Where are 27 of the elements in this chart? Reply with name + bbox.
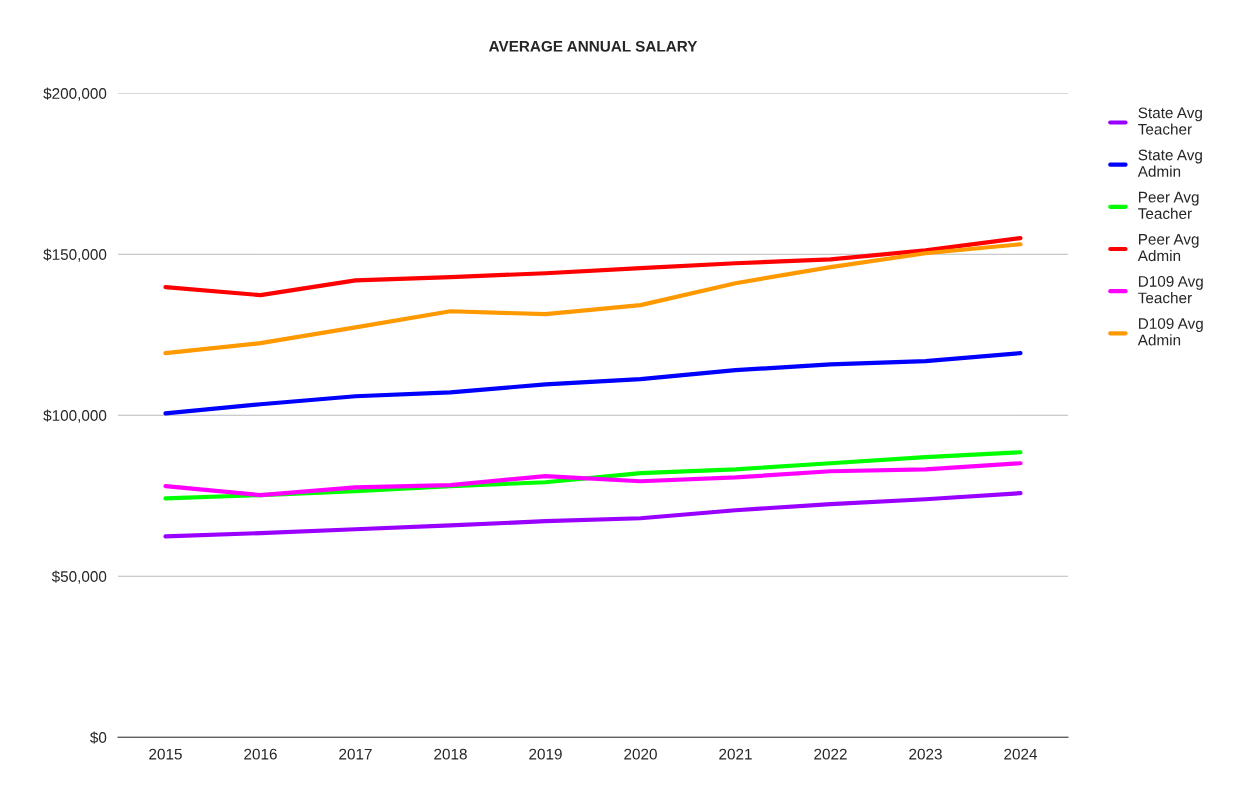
- y-tick-label: $50,000: [51, 570, 107, 584]
- legend-label: State Avg Teacher: [1138, 107, 1202, 135]
- x-tick-label: 2022: [814, 748, 847, 760]
- legend-label: Peer Avg Admin: [1137, 234, 1199, 262]
- y-tick-label: $0: [90, 731, 107, 744]
- line-series: [163, 236, 1023, 298]
- line-series: [163, 491, 1023, 539]
- line-series: [163, 351, 1023, 416]
- x-tick-label: 2024: [1004, 748, 1038, 760]
- legend-label: Peer Avg Teacher: [1138, 191, 1199, 219]
- legend-label: D109 Avg Teacher: [1138, 276, 1203, 304]
- x-tick-label: 2021: [719, 748, 752, 760]
- x-tick-label: 2023: [909, 748, 942, 760]
- y-tick-label: $200,000: [43, 87, 107, 101]
- line-series: [163, 461, 1023, 498]
- x-tick-label: 2017: [339, 748, 372, 760]
- x-tick-label: 2016: [244, 748, 277, 760]
- x-tick-label: 2019: [529, 748, 562, 760]
- x-tick-label: 2020: [624, 748, 657, 760]
- legend-label: State Avg Admin: [1137, 149, 1202, 177]
- x-tick-label: 2018: [434, 748, 467, 760]
- y-tick-label: $100,000: [43, 409, 107, 423]
- legend-label: D109 Avg Admin: [1137, 318, 1203, 346]
- y-tick-label: $150,000: [43, 248, 107, 262]
- chart-title: AVERAGE ANNUAL SALARY: [488, 40, 698, 52]
- x-tick-label: 2015: [149, 748, 182, 760]
- line-series: [163, 242, 1023, 356]
